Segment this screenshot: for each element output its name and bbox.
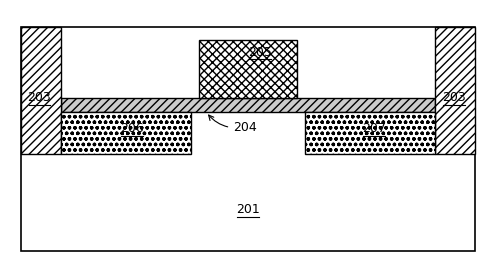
Bar <box>21 27 475 251</box>
Text: 203: 203 <box>27 91 51 105</box>
Bar <box>435 27 475 154</box>
Text: 207: 207 <box>362 122 386 135</box>
Text: 204: 204 <box>209 115 257 134</box>
Text: 205: 205 <box>248 46 272 59</box>
Text: 201: 201 <box>236 203 260 216</box>
Bar <box>21 27 61 154</box>
Bar <box>61 112 191 154</box>
Bar <box>305 112 435 154</box>
Text: 203: 203 <box>442 91 466 105</box>
Text: 206: 206 <box>120 122 144 135</box>
Bar <box>199 40 297 98</box>
Bar <box>61 98 435 112</box>
